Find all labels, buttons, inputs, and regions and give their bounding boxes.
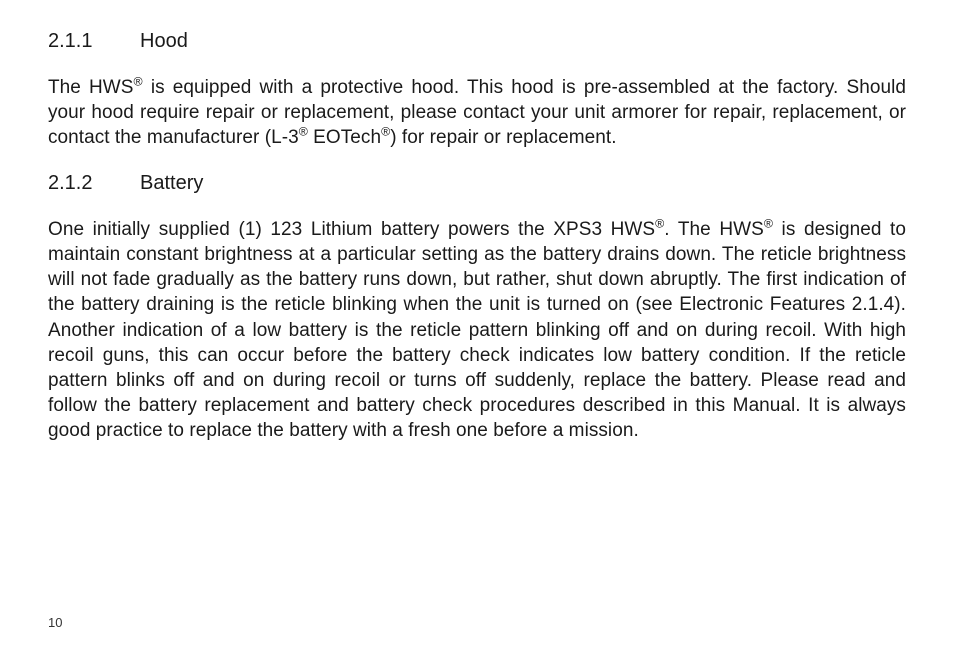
section-body-battery: One initially supplied (1) 123 Lithium b… xyxy=(48,217,906,443)
section-number: 2.1.2 xyxy=(48,172,140,195)
section-heading-battery: 2.1.2 Battery xyxy=(48,172,906,195)
section-number: 2.1.1 xyxy=(48,30,140,53)
section-title: Hood xyxy=(140,30,188,53)
section-title: Battery xyxy=(140,172,203,195)
page-number: 10 xyxy=(48,615,62,630)
section-heading-hood: 2.1.1 Hood xyxy=(48,30,906,53)
manual-page: 2.1.1 Hood The HWS® is equipped with a p… xyxy=(0,0,954,664)
section-body-hood: The HWS® is equipped with a protective h… xyxy=(48,75,906,150)
